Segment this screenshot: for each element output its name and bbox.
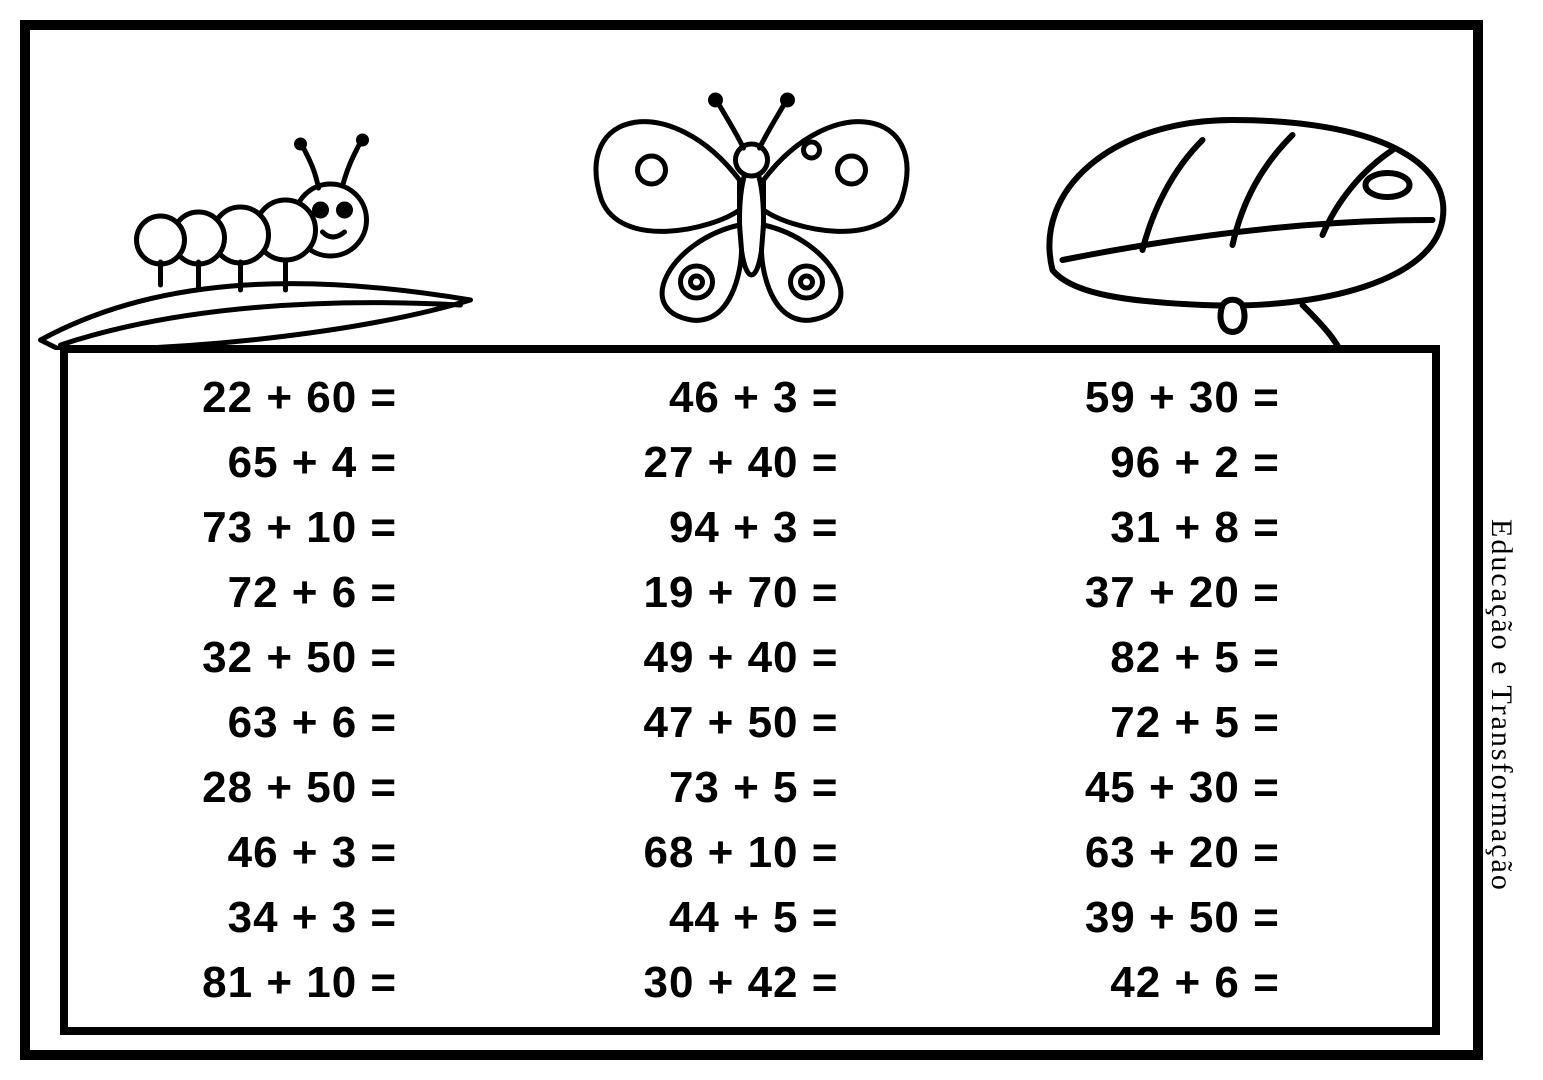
math-problem: 46 + 3 = [90, 828, 527, 878]
worksheet-outer-frame: 22 + 60 = 65 + 4 = 73 + 10 = 72 + 6 = 32… [20, 20, 1483, 1060]
math-problem: 34 + 3 = [90, 893, 527, 943]
math-problem: 68 + 10 = [532, 828, 969, 878]
math-problem: 19 + 70 = [532, 568, 969, 618]
illustration-row [30, 30, 1473, 350]
math-problem: 30 + 42 = [532, 958, 969, 1008]
math-problem: 72 + 6 = [90, 568, 527, 618]
math-problem: 42 + 6 = [973, 958, 1410, 1008]
caterpillar-on-leaf-icon [30, 50, 511, 350]
math-problem: 44 + 5 = [532, 893, 969, 943]
math-problem: 96 + 2 = [973, 438, 1410, 488]
math-problem: 27 + 40 = [532, 438, 969, 488]
math-problem: 37 + 20 = [973, 568, 1410, 618]
math-problem: 47 + 50 = [532, 698, 969, 748]
math-problem: 81 + 10 = [90, 958, 527, 1008]
math-problem: 73 + 10 = [90, 503, 527, 553]
math-problem: 39 + 50 = [973, 893, 1410, 943]
problems-column-1: 22 + 60 = 65 + 4 = 73 + 10 = 72 + 6 = 32… [90, 373, 527, 1008]
math-problem: 65 + 4 = [90, 438, 527, 488]
math-problem: 31 + 8 = [973, 503, 1410, 553]
large-leaf-icon [992, 50, 1473, 350]
problems-column-3: 59 + 30 = 96 + 2 = 31 + 8 = 37 + 20 = 82… [973, 373, 1410, 1008]
math-problem: 32 + 50 = [90, 633, 527, 683]
math-problem: 63 + 6 = [90, 698, 527, 748]
problems-column-2: 46 + 3 = 27 + 40 = 94 + 3 = 19 + 70 = 49… [532, 373, 969, 1008]
math-problem: 94 + 3 = [532, 503, 969, 553]
problems-frame: 22 + 60 = 65 + 4 = 73 + 10 = 72 + 6 = 32… [60, 345, 1440, 1035]
math-problem: 82 + 5 = [973, 633, 1410, 683]
math-problem: 63 + 20 = [973, 828, 1410, 878]
math-problem: 22 + 60 = [90, 373, 527, 423]
side-credit-label: Educação e Transformação [1481, 360, 1521, 1050]
math-problem: 49 + 40 = [532, 633, 969, 683]
math-problem: 46 + 3 = [532, 373, 969, 423]
math-problem: 28 + 50 = [90, 763, 527, 813]
math-problem: 72 + 5 = [973, 698, 1410, 748]
butterfly-icon [511, 50, 992, 350]
math-problem: 73 + 5 = [532, 763, 969, 813]
math-problem: 45 + 30 = [973, 763, 1410, 813]
side-credit-text: Educação e Transformação [1484, 519, 1518, 892]
math-problem: 59 + 30 = [973, 373, 1410, 423]
